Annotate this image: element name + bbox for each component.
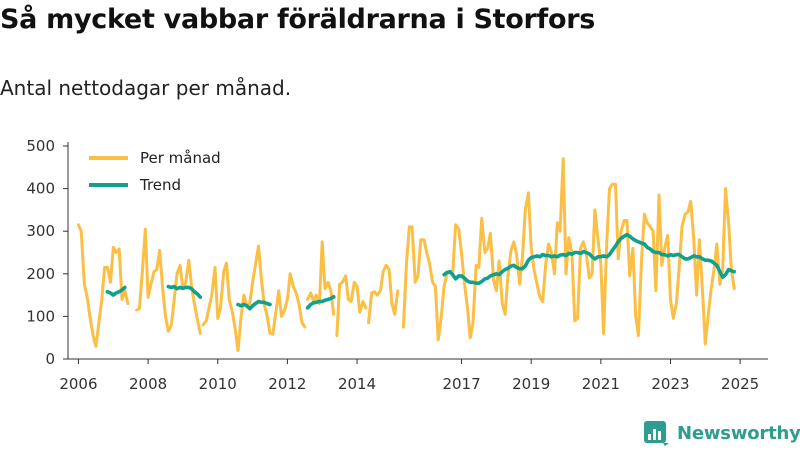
x-tick-label: 2010 <box>199 375 237 393</box>
series-line-per-manad <box>367 263 400 325</box>
series-line-per-manad <box>135 227 202 335</box>
x-tick-label: 2025 <box>721 375 759 393</box>
x-tick-label: 2006 <box>59 375 97 393</box>
x-tick-label: 2023 <box>651 375 689 393</box>
legend-label: Per månad <box>140 149 221 167</box>
series-line-trend <box>305 295 336 310</box>
x-tick-label: 2017 <box>442 375 480 393</box>
series-line-trend <box>166 284 203 299</box>
y-tick-label: 500 <box>26 137 55 155</box>
x-tick-label: 2019 <box>512 375 550 393</box>
series-line-trend <box>105 285 127 297</box>
page-title: Så mycket vabbar föräldrarna i Storfors <box>0 4 596 35</box>
series-line-per-manad <box>201 244 272 352</box>
series-line-per-manad <box>335 274 368 338</box>
y-tick-label: 100 <box>26 307 55 325</box>
x-tick-label: 2021 <box>582 375 620 393</box>
series-line-per-manad <box>401 157 736 346</box>
series-line-per-manad <box>271 272 307 336</box>
y-tick-label: 0 <box>45 350 55 368</box>
y-tick-label: 400 <box>26 180 55 198</box>
x-tick-label: 2012 <box>268 375 306 393</box>
y-tick-label: 200 <box>26 265 55 283</box>
series-line-trend <box>442 232 736 285</box>
y-tick-label: 300 <box>26 222 55 240</box>
page-subtitle: Antal nettodagar per månad. <box>0 76 292 100</box>
brand-logo: Newsworthy <box>643 419 800 447</box>
x-tick-label: 2014 <box>338 375 376 393</box>
brand-name: Newsworthy <box>677 422 800 444</box>
newsworthy-logo-icon <box>644 421 669 446</box>
series-line-per-manad <box>306 240 336 316</box>
series-line-per-manad <box>76 223 130 348</box>
series-line-trend <box>236 299 272 311</box>
x-tick-label: 2008 <box>129 375 167 393</box>
legend-label: Trend <box>139 176 181 194</box>
